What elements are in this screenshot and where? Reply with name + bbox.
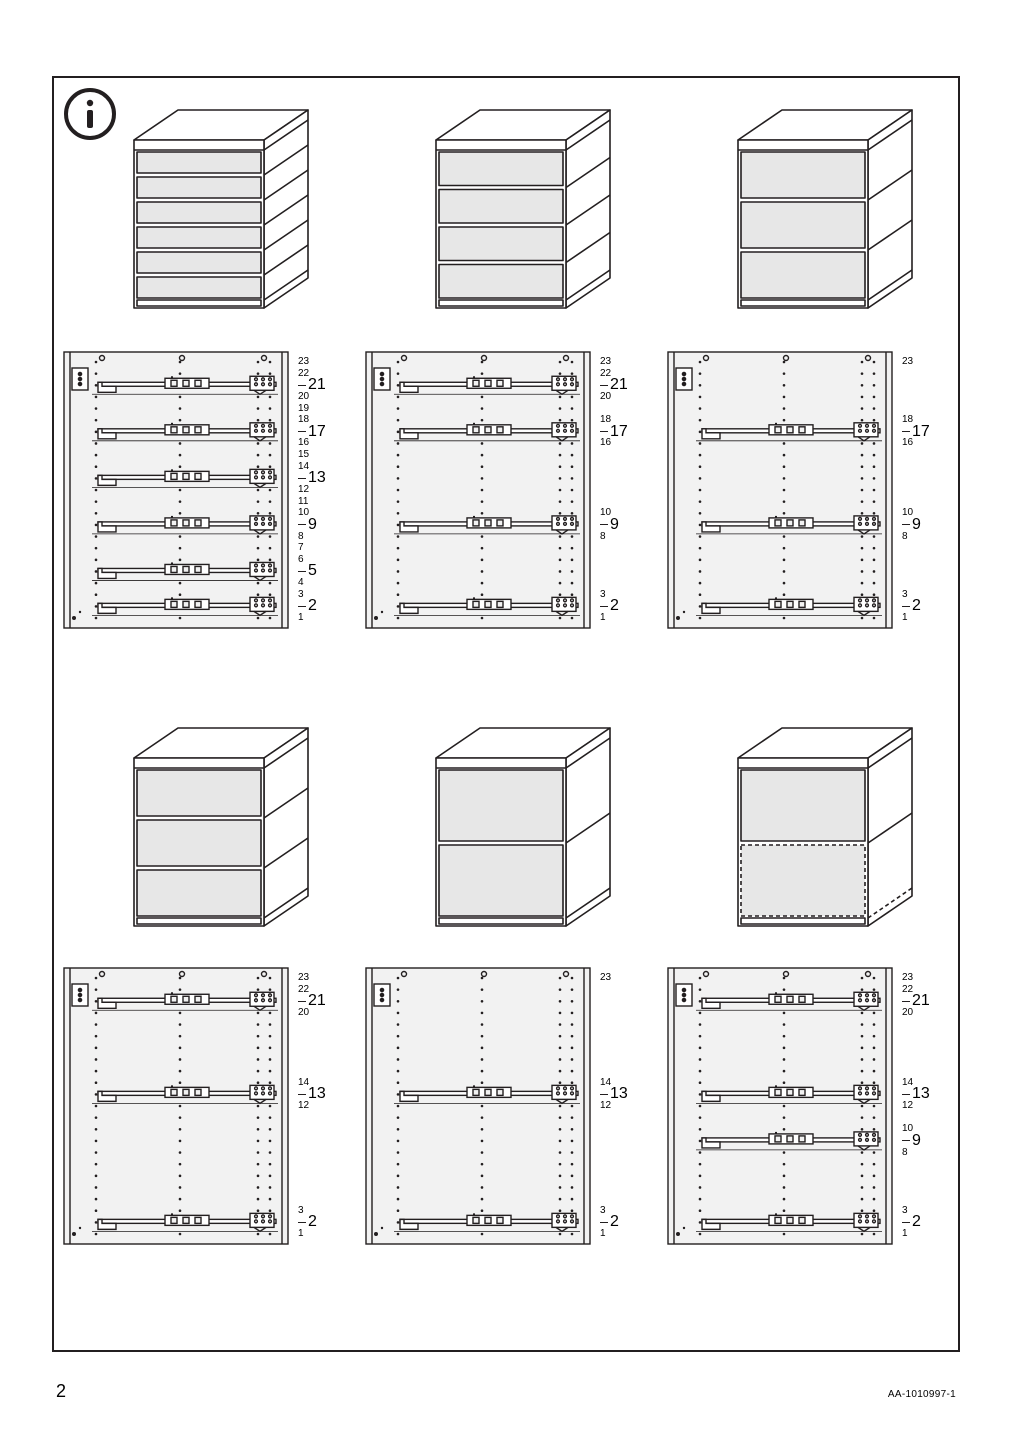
hole-label: 23 — [298, 357, 334, 367]
hole-label: 4 — [298, 578, 334, 588]
hole-label: 1 — [902, 613, 938, 623]
doc-code: AA-1010997-1 — [888, 1389, 956, 1400]
hole-label: 15 — [298, 450, 334, 460]
page-number: 2 — [56, 1381, 66, 1402]
hole-label: 23 — [600, 357, 636, 367]
hole-label: 16 — [902, 438, 938, 448]
hole-label: 1 — [902, 1229, 938, 1239]
hole-label: 8 — [600, 532, 636, 542]
row-panels-bottom: 23222120141312321 23141312321 2322212014… — [54, 966, 958, 1246]
hole-label: 23 — [902, 973, 938, 983]
content-frame: 2322212019181716151413121110987654321 23… — [52, 76, 960, 1352]
hole-label: 8 — [298, 532, 334, 542]
hole-label: 20 — [902, 1008, 938, 1018]
hole-label: 1 — [298, 1229, 334, 1239]
hole-label: 19 — [298, 404, 334, 414]
hole-label: 23 — [600, 973, 636, 983]
hole-label: 16 — [298, 438, 334, 448]
row-cabinets-bottom — [54, 714, 958, 934]
hole-label: 7 — [298, 543, 334, 553]
hole-label: 8 — [902, 532, 938, 542]
hole-label: 20 — [298, 1008, 334, 1018]
hole-label: 12 — [298, 485, 334, 495]
hole-label: 8 — [902, 1148, 938, 1158]
hole-label: 23 — [902, 357, 938, 367]
row-panels-top: 2322212019181716151413121110987654321 23… — [54, 350, 958, 630]
hole-label: 12 — [298, 1101, 334, 1111]
hole-label: 12 — [902, 1101, 938, 1111]
hole-label: 1 — [600, 613, 636, 623]
hole-label: 11 — [298, 497, 334, 507]
page: 2322212019181716151413121110987654321 23… — [0, 0, 1012, 1432]
hole-label: 20 — [600, 392, 636, 402]
hole-label: 1 — [298, 613, 334, 623]
row-cabinets-top — [54, 96, 958, 316]
hole-label: 23 — [298, 973, 334, 983]
hole-label: 12 — [600, 1101, 636, 1111]
hole-label: 16 — [600, 438, 636, 448]
hole-label: 20 — [298, 392, 334, 402]
hole-label: 1 — [600, 1229, 636, 1239]
